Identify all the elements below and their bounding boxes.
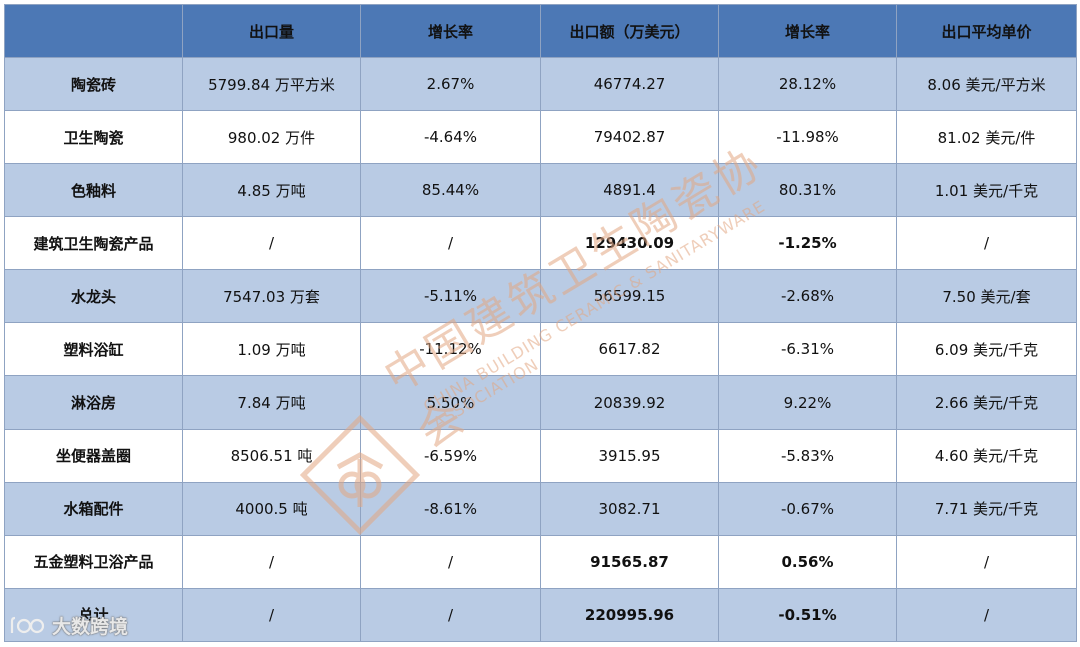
table-row: 塑料浴缸 1.09 万吨 -11.12% 6617.82 -6.31% 6.09 美元/千… (4, 322, 1077, 377)
row-volume-growth: / (360, 587, 541, 643)
row-amount-growth: 28.12% (718, 56, 897, 112)
row-export-volume: 980.02 万件 (182, 110, 361, 165)
row-export-volume: 5799.84 万平方米 (182, 56, 361, 112)
table-row: 五金塑料卫浴产品 //91565.87 0.56% / (4, 534, 1077, 589)
row-unit-price: 1.01 美元/千克 (896, 163, 1077, 218)
row-amount-growth: -0.51% (718, 587, 897, 643)
row-export-amount: 91565.87 (540, 534, 719, 589)
table-row: 水龙头 7547.03 万套 -5.11% 56599.15 -2.68% 7.50 美元… (4, 269, 1077, 324)
row-export-volume: 4.85 万吨 (182, 163, 361, 218)
row-unit-price: 8.06 美元/平方米 (896, 56, 1077, 112)
row-export-amount: 129430.09 (540, 216, 719, 271)
row-unit-price: / (896, 587, 1077, 643)
brand-watermark: 大数跨境 (8, 612, 128, 639)
row-product-name: 水龙头 (4, 269, 183, 324)
row-volume-growth: -5.11% (360, 269, 541, 324)
row-amount-growth: -0.67% (718, 481, 897, 536)
row-unit-price: 6.09 美元/千克 (896, 322, 1077, 377)
row-export-amount: 56599.15 (540, 269, 719, 324)
brand-logo-icon (10, 616, 45, 633)
row-volume-growth: 85.44% (360, 163, 541, 218)
row-product-name: 坐便器盖圈 (4, 428, 183, 483)
row-amount-growth: -2.68% (718, 269, 897, 324)
row-product-name: 水箱配件 (4, 481, 183, 536)
row-volume-growth: -8.61% (360, 481, 541, 536)
table-row: 色釉料 4.85 万吨 85.44% 4891.4 80.31% 1.01 美元/千克 (4, 163, 1077, 218)
row-export-amount: 20839.92 (540, 375, 719, 430)
row-amount-growth: 9.22% (718, 375, 897, 430)
row-export-amount: 3082.71 (540, 481, 719, 536)
header-export-volume: 出口量 (182, 4, 361, 58)
row-export-volume: / (182, 587, 361, 643)
row-export-volume: / (182, 534, 361, 589)
header-volume-growth: 增长率 (360, 4, 541, 58)
header-amount-growth: 增长率 (718, 4, 897, 58)
row-product-name: 陶瓷砖 (4, 56, 183, 112)
row-export-amount: 3915.95 (540, 428, 719, 483)
row-volume-growth: / (360, 534, 541, 589)
header-unit-price: 出口平均单价 (896, 4, 1077, 58)
row-unit-price: / (896, 216, 1077, 271)
row-product-name: 总计 (4, 587, 183, 643)
row-export-amount: 4891.4 (540, 163, 719, 218)
row-volume-growth: -4.64% (360, 110, 541, 165)
row-export-volume: 7.84 万吨 (182, 375, 361, 430)
row-amount-growth: -6.31% (718, 322, 897, 377)
table-row: 水箱配件 4000.5 吨 -8.61% 3082.71 -0.67% 7.71 美元/千… (4, 481, 1077, 536)
row-export-volume: 8506.51 吨 (182, 428, 361, 483)
row-amount-growth: -1.25% (718, 216, 897, 271)
table-header: 出口量 增长率 出口额（万美元） 增长率 出口平均单价 (4, 4, 1077, 58)
row-product-name: 淋浴房 (4, 375, 183, 430)
row-product-name: 塑料浴缸 (4, 322, 183, 377)
row-unit-price: 81.02 美元/件 (896, 110, 1077, 165)
row-volume-growth: -6.59% (360, 428, 541, 483)
table-body: 陶瓷砖 5799.84 万平方米 2.67% 46774.27 28.12% 8.06 美… (4, 56, 1077, 643)
row-amount-growth: -11.98% (718, 110, 897, 165)
row-unit-price: 2.66 美元/千克 (896, 375, 1077, 430)
header-product (4, 4, 183, 58)
row-amount-growth: 0.56% (718, 534, 897, 589)
row-amount-growth: 80.31% (718, 163, 897, 218)
brand-label: 大数跨境 (52, 616, 129, 638)
header-export-amount: 出口额（万美元） (540, 4, 719, 58)
row-export-volume: 7547.03 万套 (182, 269, 361, 324)
table-row: 卫生陶瓷 980.02 万件 -4.64% 79402.87 -11.98% 81.02 … (4, 110, 1077, 165)
row-unit-price: / (896, 534, 1077, 589)
row-volume-growth: 5.50% (360, 375, 541, 430)
row-product-name: 建筑卫生陶瓷产品 (4, 216, 183, 271)
row-export-amount: 6617.82 (540, 322, 719, 377)
row-export-amount: 79402.87 (540, 110, 719, 165)
row-export-amount: 220995.96 (540, 587, 719, 643)
row-export-amount: 46774.27 (540, 56, 719, 112)
row-volume-growth: -11.12% (360, 322, 541, 377)
row-unit-price: 4.60 美元/千克 (896, 428, 1077, 483)
table-row: 淋浴房 7.84 万吨 5.50% 20839.92 9.22% 2.66 美元/千克 (4, 375, 1077, 430)
row-product-name: 卫生陶瓷 (4, 110, 183, 165)
row-volume-growth: / (360, 216, 541, 271)
row-product-name: 五金塑料卫浴产品 (4, 534, 183, 589)
row-unit-price: 7.50 美元/套 (896, 269, 1077, 324)
table-row: 坐便器盖圈 8506.51 吨 -6.59% 3915.95 -5.83% 4.60 美元… (4, 428, 1077, 483)
table-row: 建筑卫生陶瓷产品 //129430.09 -1.25% / (4, 216, 1077, 271)
row-volume-growth: 2.67% (360, 56, 541, 112)
row-export-volume: 4000.5 吨 (182, 481, 361, 536)
table-row: 陶瓷砖 5799.84 万平方米 2.67% 46774.27 28.12% 8.06 美… (4, 56, 1077, 112)
table-row: 总计 //220995.96 -0.51% / (4, 587, 1077, 643)
row-export-volume: 1.09 万吨 (182, 322, 361, 377)
row-export-volume: / (182, 216, 361, 271)
row-product-name: 色釉料 (4, 163, 183, 218)
row-unit-price: 7.71 美元/千克 (896, 481, 1077, 536)
export-data-table: 出口量 增长率 出口额（万美元） 增长率 出口平均单价 陶瓷砖 5799.84 万… (4, 4, 1077, 643)
row-amount-growth: -5.83% (718, 428, 897, 483)
